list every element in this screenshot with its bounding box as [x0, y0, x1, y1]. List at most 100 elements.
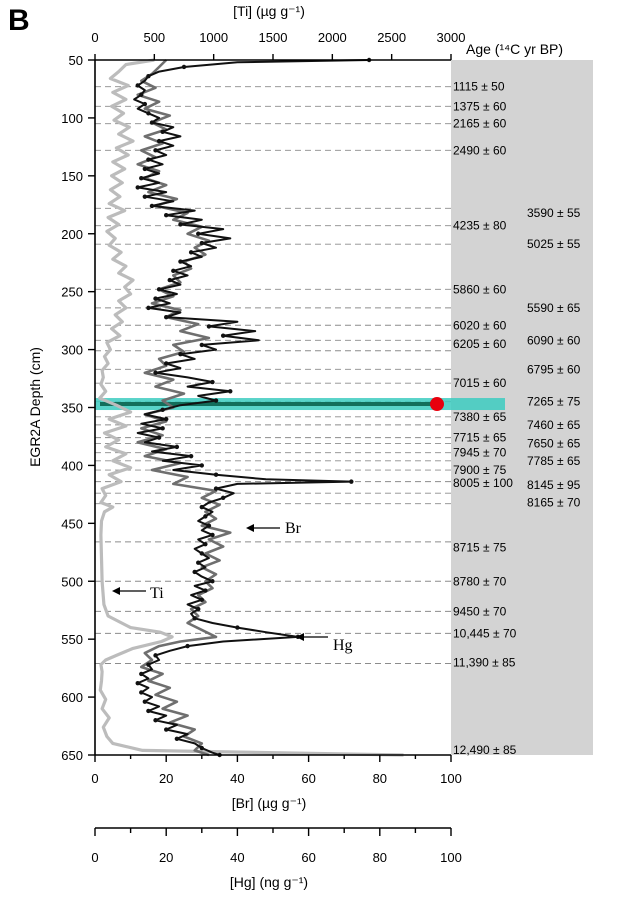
bottom-tick-label-hg: 100: [440, 850, 462, 865]
age-label-left: 1375 ± 60: [453, 99, 507, 113]
hg-point: [199, 745, 204, 751]
age-label-right: 6795 ± 60: [527, 362, 581, 376]
age-label-right: 8165 ± 70: [527, 495, 581, 509]
bottom-tick-label-hg: 80: [373, 850, 387, 865]
hg-point: [156, 435, 162, 440]
bottom-tick-label-br: 20: [159, 771, 173, 786]
top-tick-label: 1000: [199, 30, 228, 45]
hg-point: [203, 588, 208, 593]
age-label-right: 7785 ± 65: [527, 454, 581, 468]
hg-point: [153, 370, 158, 375]
y-tick-label: 600: [61, 690, 83, 705]
bottom-tick-label-br: 80: [373, 771, 387, 786]
y-axis-title: EGR2A Depth (cm): [27, 347, 43, 467]
hg-point: [146, 157, 151, 162]
hg-point: [192, 616, 197, 621]
hg-point: [206, 523, 212, 528]
age-label-left: 10,445 ± 70: [453, 626, 517, 640]
hg-point: [164, 416, 169, 422]
hg-point: [210, 379, 215, 385]
bottom-tick-label-hg: 0: [91, 850, 98, 865]
y-tick-label: 650: [61, 748, 83, 763]
top-tick-label: 1500: [259, 30, 288, 45]
hg-point: [146, 708, 151, 714]
hg-point: [164, 314, 169, 320]
age-label-left: 2165 ± 60: [453, 117, 507, 131]
hg-point: [153, 296, 158, 301]
age-label-left: 8715 ± 75: [453, 541, 507, 555]
bottom-tick-label-hg: 20: [159, 850, 173, 865]
hg-point: [188, 250, 194, 255]
top-axis-title: [Ti] (µg g⁻¹): [233, 3, 305, 19]
highlight-depth-band: [95, 397, 505, 412]
hg-point: [146, 662, 151, 667]
age-label-left: 1115 ± 50: [453, 80, 505, 94]
age-label-left: 7715 ± 65: [453, 431, 507, 445]
y-tick-label: 400: [61, 458, 83, 473]
hg-point: [199, 342, 204, 348]
hg-point: [146, 111, 151, 116]
hg-point: [146, 74, 151, 79]
y-tick-label: 300: [61, 343, 83, 358]
hg-point: [192, 569, 197, 575]
hg-point: [142, 166, 148, 172]
hg-point: [178, 352, 183, 357]
annotation-arrowhead: [112, 587, 120, 595]
age-label-right: 3590 ± 55: [527, 206, 581, 220]
hg-point: [228, 389, 233, 394]
hg-point: [149, 120, 155, 125]
hg-point: [349, 479, 354, 484]
series-label-hg: Hg: [333, 637, 353, 654]
hg-point: [188, 453, 194, 459]
hg-point: [178, 222, 183, 227]
hg-point: [235, 625, 240, 630]
bottom-tick-label-br: 0: [91, 771, 98, 786]
y-tick-label: 250: [61, 285, 83, 300]
hg-point: [135, 680, 140, 686]
y-tick-label: 100: [61, 111, 83, 126]
series-label-br: Br: [285, 520, 302, 537]
hg-point: [174, 444, 180, 450]
hg-point: [139, 671, 144, 677]
hg-point: [135, 185, 140, 190]
hg-point: [199, 597, 204, 602]
y-tick-label: 200: [61, 227, 83, 242]
age-label-right: 7460 ± 65: [527, 418, 581, 432]
top-tick-label: 2000: [318, 30, 347, 45]
age-label-left: 11,390 ± 85: [453, 655, 516, 669]
y-tick-label: 350: [61, 401, 83, 416]
y-tick-label: 50: [69, 53, 83, 68]
age-label-left: 7015 ± 60: [453, 376, 507, 390]
hg-point: [203, 541, 208, 547]
hg-point: [206, 324, 212, 329]
hg-point: [139, 690, 144, 695]
age-label-left: 8780 ± 70: [453, 574, 507, 588]
hg-point: [139, 92, 144, 97]
age-label-left: 12,490 ± 85: [453, 743, 517, 757]
hg-point: [160, 426, 165, 431]
hg-point: [185, 643, 190, 649]
age-label-left: 8005 ± 100: [453, 476, 513, 490]
age-label-right: 5590 ± 65: [527, 301, 581, 315]
bottom-axis-title-hg: [Hg] (ng g⁻¹): [230, 874, 308, 890]
hg-point: [199, 504, 204, 510]
bottom-tick-label-br: 40: [230, 771, 244, 786]
age-label-left: 7380 ± 65: [453, 410, 507, 424]
age-label-left: 6205 ± 60: [453, 337, 507, 351]
series-label-ti: Ti: [150, 585, 164, 602]
hg-point: [196, 606, 201, 612]
series-annotations: Ti Br Hg: [112, 520, 353, 654]
hg-point: [210, 579, 215, 584]
hg-point: [178, 259, 183, 264]
hg-point: [139, 175, 144, 181]
bottom-tick-label-hg: 40: [230, 850, 244, 865]
y-tick-label: 150: [61, 169, 83, 184]
hg-point: [199, 463, 204, 468]
hg-point: [196, 560, 201, 565]
bottom-tick-label-br: 100: [440, 771, 462, 786]
hg-point: [142, 194, 148, 199]
hg-point: [164, 213, 169, 218]
bottom-axis-title-br: [Br] (µg g⁻¹): [232, 795, 307, 811]
